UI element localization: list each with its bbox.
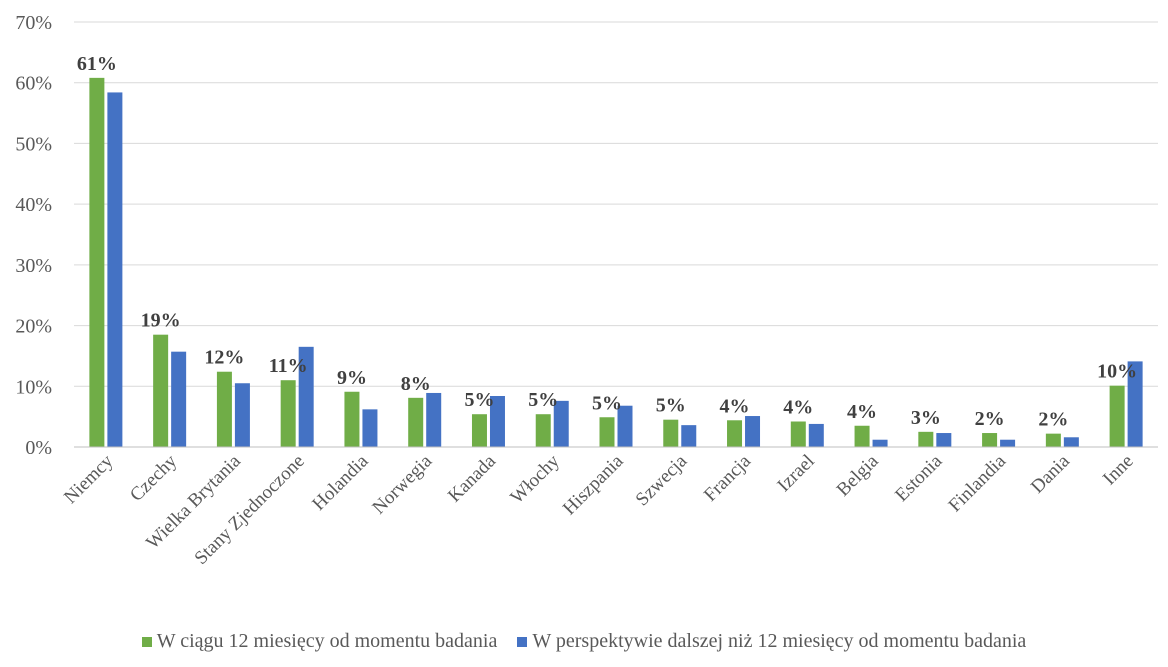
legend-item-series-2: W perspektywie dalszej niż 12 miesięcy o… xyxy=(517,630,1026,653)
x-tick-label: Kanada xyxy=(444,450,500,506)
data-label: 4% xyxy=(720,395,750,417)
bar-series-2-1 xyxy=(171,351,187,447)
y-tick-label: 10% xyxy=(15,376,52,398)
x-tick-label: Belgia xyxy=(833,450,883,500)
bar-series-1-13 xyxy=(918,431,934,447)
x-tick-label: Izrael xyxy=(773,451,818,496)
data-label: 2% xyxy=(975,408,1005,430)
bar-series-2-15 xyxy=(1063,437,1079,447)
bar-series-2-13 xyxy=(936,433,952,447)
bar-series-2-3 xyxy=(298,346,314,447)
bar-series-2-12 xyxy=(872,439,888,447)
bar-series-2-4 xyxy=(362,409,378,447)
bar-series-1-4 xyxy=(344,391,360,447)
legend-label-series-2: W perspektywie dalszej niż 12 miesięcy o… xyxy=(532,630,1027,652)
bar-series-1-15 xyxy=(1045,433,1061,447)
legend-label-series-1: W ciągu 12 miesięcy od momentu badania xyxy=(156,630,498,652)
x-tick-label: Włochy xyxy=(506,450,564,508)
bar-series-1-12 xyxy=(854,425,870,447)
y-tick-label: 30% xyxy=(15,255,52,277)
data-label: 11% xyxy=(269,355,308,377)
data-label: 4% xyxy=(783,397,813,419)
legend-swatch-series-1 xyxy=(141,636,152,647)
gridlines xyxy=(74,21,1158,448)
x-tick-label: Finlandia xyxy=(945,450,1011,516)
x-tick-label: Czechy xyxy=(126,450,181,505)
data-labels: 61% 19% 12% 11% 9% 8% 5% 5% 5% 5% 4% 4% 4% 3% 2% 2% 10% xyxy=(77,53,1137,431)
bar-series-1-14 xyxy=(982,433,998,447)
bar-series-1-1 xyxy=(153,334,169,447)
data-label: 9% xyxy=(337,367,367,389)
bar-series-2-9 xyxy=(681,425,697,447)
y-tick-label: 50% xyxy=(15,133,52,155)
legend: W ciągu 12 miesięcy od momentu badania W… xyxy=(0,630,1168,653)
bar-series-1-0 xyxy=(89,77,105,447)
y-tick-label: 60% xyxy=(15,73,52,95)
data-label: 10% xyxy=(1097,361,1137,383)
x-tick-label: Dania xyxy=(1027,450,1074,497)
data-label: 61% xyxy=(77,53,117,75)
data-label: 8% xyxy=(401,373,431,395)
bar-series-1-5 xyxy=(408,397,424,447)
data-label: 19% xyxy=(141,310,181,332)
bar-series-2-6 xyxy=(489,396,505,447)
x-tick-label: Estonia xyxy=(891,450,947,506)
bar-series-2-8 xyxy=(617,405,633,447)
x-tick-label: Szwecja xyxy=(632,450,692,510)
bar-series-1-9 xyxy=(663,419,679,447)
data-label: 5% xyxy=(464,389,494,411)
data-label: 12% xyxy=(204,347,244,369)
y-axis: 0% 10% 20% 30% 40% 50% 60% 70% xyxy=(15,12,52,459)
bar-series-2-2 xyxy=(234,383,250,447)
data-label: 4% xyxy=(847,401,877,423)
y-tick-label: 40% xyxy=(15,194,52,216)
bar-series-1-7 xyxy=(535,414,551,447)
bar-series-1-2 xyxy=(216,371,232,447)
bar-series-1-11 xyxy=(790,421,806,447)
x-tick-label: Holandia xyxy=(308,450,372,514)
bars xyxy=(89,77,1143,447)
x-tick-label: Inne xyxy=(1099,451,1138,490)
bar-series-1-16 xyxy=(1109,385,1125,447)
bar-series-2-5 xyxy=(426,392,442,447)
x-tick-label: Hiszpania xyxy=(559,450,628,519)
legend-swatch-series-2 xyxy=(517,636,528,647)
bar-series-2-10 xyxy=(745,416,761,447)
data-label: 5% xyxy=(528,389,558,411)
bar-series-1-8 xyxy=(599,417,615,447)
bar-series-2-0 xyxy=(107,92,123,447)
x-tick-label: Niemcy xyxy=(60,450,118,508)
bar-series-2-7 xyxy=(553,400,569,447)
x-tick-label: Francja xyxy=(700,450,756,506)
y-tick-label: 0% xyxy=(25,437,52,459)
data-label: 5% xyxy=(656,395,686,417)
data-label: 5% xyxy=(592,392,622,414)
data-label: 3% xyxy=(911,407,941,429)
bar-series-1-10 xyxy=(727,420,743,447)
bar-series-1-6 xyxy=(471,414,487,447)
x-tick-label: Stany Zjednoczone xyxy=(191,451,309,569)
y-tick-label: 70% xyxy=(15,12,52,34)
bar-series-2-16 xyxy=(1127,361,1143,447)
bar-series-2-14 xyxy=(1000,439,1016,447)
x-tick-label: Norwegia xyxy=(368,450,436,518)
data-label: 2% xyxy=(1038,409,1068,431)
bar-series-2-11 xyxy=(808,423,824,447)
legend-item-series-1: W ciągu 12 miesięcy od momentu badania xyxy=(141,630,498,653)
bar-series-1-3 xyxy=(280,380,296,447)
y-tick-label: 20% xyxy=(15,316,52,338)
